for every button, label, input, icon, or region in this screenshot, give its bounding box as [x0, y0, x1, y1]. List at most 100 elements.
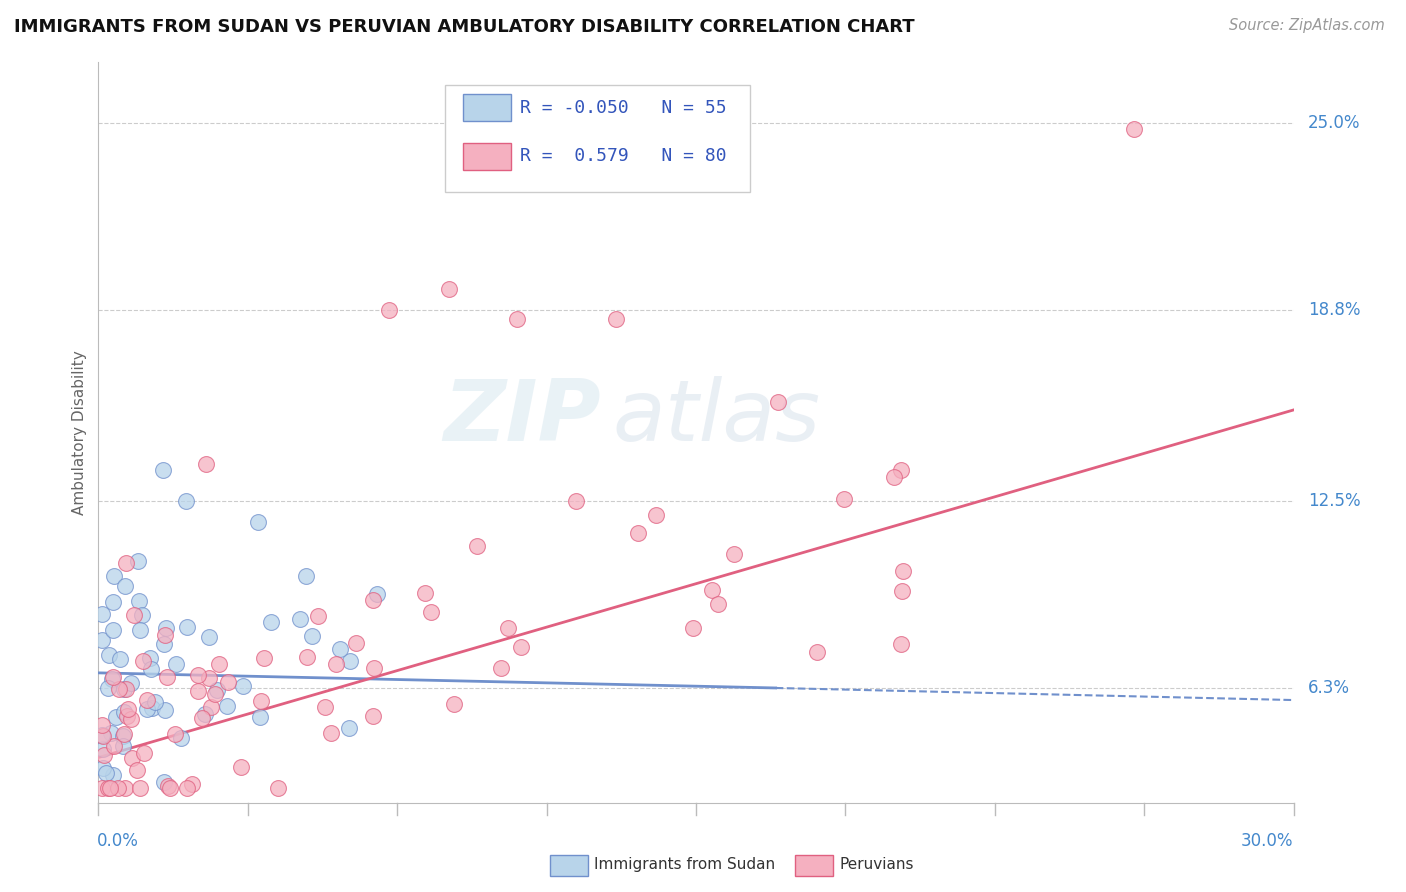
- Point: [361, 708, 384, 723]
- Point: [114, 579, 136, 593]
- Point: [496, 621, 519, 635]
- Point: [112, 729, 135, 743]
- Point: [443, 697, 465, 711]
- Point: [132, 746, 155, 760]
- Point: [121, 751, 143, 765]
- FancyBboxPatch shape: [446, 85, 749, 192]
- Point: [114, 681, 136, 696]
- Point: [91, 607, 114, 621]
- Point: [139, 662, 162, 676]
- Point: [156, 670, 179, 684]
- Point: [307, 608, 329, 623]
- Point: [104, 710, 127, 724]
- Point: [259, 615, 281, 629]
- Point: [155, 702, 177, 716]
- Point: [344, 636, 367, 650]
- Point: [101, 670, 124, 684]
- Point: [200, 700, 222, 714]
- Point: [420, 605, 443, 619]
- Point: [215, 699, 238, 714]
- Point: [91, 633, 114, 648]
- Point: [176, 780, 198, 795]
- Point: [141, 701, 163, 715]
- Point: [125, 763, 148, 777]
- Text: ZIP: ZIP: [443, 376, 600, 459]
- Point: [198, 671, 221, 685]
- Point: [832, 491, 855, 506]
- Point: [122, 608, 145, 623]
- FancyBboxPatch shape: [463, 95, 510, 121]
- Point: [605, 312, 627, 326]
- Point: [1123, 122, 1146, 136]
- Point: [208, 657, 231, 672]
- Text: 0.0%: 0.0%: [97, 832, 139, 850]
- Point: [301, 629, 323, 643]
- Point: [163, 727, 186, 741]
- Point: [156, 779, 179, 793]
- Point: [129, 780, 152, 795]
- Point: [103, 569, 125, 583]
- Point: [155, 621, 177, 635]
- Point: [329, 642, 352, 657]
- Point: [891, 584, 914, 599]
- Point: [159, 780, 181, 795]
- Point: [363, 661, 385, 675]
- Point: [378, 303, 401, 318]
- Point: [707, 597, 730, 611]
- Point: [155, 628, 177, 642]
- Text: R = -0.050   N = 55: R = -0.050 N = 55: [520, 99, 727, 117]
- Point: [249, 710, 271, 724]
- Text: 30.0%: 30.0%: [1241, 832, 1294, 850]
- Point: [465, 539, 488, 553]
- Point: [114, 706, 136, 720]
- Point: [723, 547, 745, 561]
- Point: [565, 493, 588, 508]
- Point: [489, 661, 512, 675]
- Point: [314, 700, 336, 714]
- Point: [170, 731, 193, 745]
- Point: [181, 776, 204, 790]
- Point: [91, 728, 114, 742]
- Point: [806, 644, 828, 658]
- Point: [253, 651, 276, 665]
- FancyBboxPatch shape: [550, 855, 589, 876]
- Point: [176, 620, 198, 634]
- Point: [194, 706, 217, 721]
- Point: [626, 525, 648, 540]
- Point: [187, 684, 209, 698]
- Point: [153, 637, 176, 651]
- Point: [510, 640, 533, 655]
- Text: Immigrants from Sudan: Immigrants from Sudan: [595, 857, 776, 872]
- Point: [190, 711, 212, 725]
- Point: [437, 282, 460, 296]
- Point: [128, 593, 150, 607]
- Point: [246, 515, 269, 529]
- Point: [363, 593, 385, 607]
- Point: [129, 623, 152, 637]
- Point: [644, 508, 666, 523]
- Point: [91, 717, 114, 731]
- Point: [682, 621, 704, 635]
- Point: [117, 701, 139, 715]
- Point: [337, 721, 360, 735]
- Point: [250, 694, 273, 708]
- Y-axis label: Ambulatory Disability: Ambulatory Disability: [72, 351, 87, 515]
- Point: [890, 462, 912, 476]
- Point: [136, 693, 159, 707]
- Point: [132, 655, 155, 669]
- Point: [339, 654, 361, 668]
- Point: [152, 463, 174, 477]
- Point: [97, 681, 120, 696]
- Point: [91, 741, 114, 756]
- Text: 6.3%: 6.3%: [1308, 679, 1350, 697]
- Point: [890, 637, 912, 651]
- Point: [325, 657, 347, 672]
- Point: [101, 768, 124, 782]
- Point: [114, 780, 136, 795]
- Point: [100, 780, 122, 795]
- Point: [288, 612, 311, 626]
- Point: [100, 726, 122, 740]
- Point: [97, 780, 120, 795]
- Point: [139, 651, 162, 665]
- Point: [205, 682, 228, 697]
